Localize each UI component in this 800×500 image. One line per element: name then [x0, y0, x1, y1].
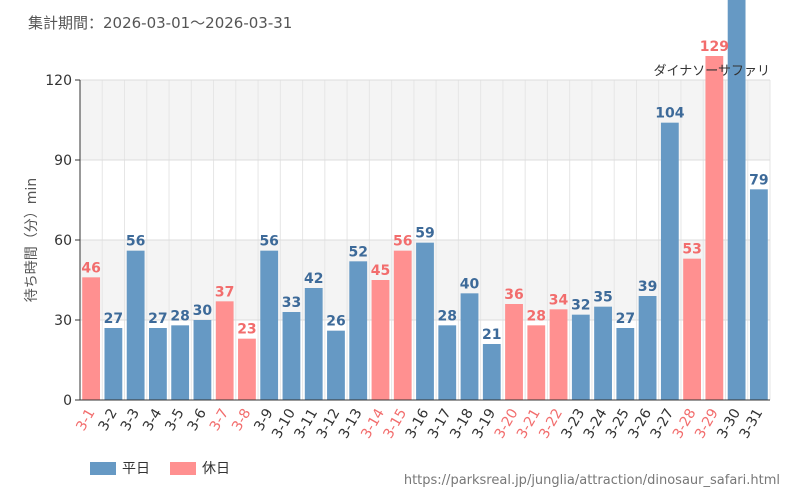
x-tick-label-3-7: 3-7: [207, 406, 232, 434]
y-tick-label-60: 60: [54, 233, 72, 249]
bar-3-1: [82, 277, 101, 400]
bars: [82, 0, 768, 401]
legend-swatch-weekday: [90, 461, 116, 475]
x-tick-label-3-5: 3-5: [162, 406, 187, 434]
y-tick-label-90: 90: [54, 153, 72, 169]
bar-3-19: [482, 344, 501, 400]
bar-label-3-29: 129: [700, 39, 729, 55]
period-label: 集計期間：2026-03-01〜2026-03-31: [28, 14, 293, 32]
bar-label-3-5: 28: [170, 308, 189, 324]
x-tick-label-3-2: 3-2: [96, 406, 121, 434]
bar-label-3-28: 53: [682, 242, 701, 258]
bar-3-2: [104, 328, 123, 400]
x-tick-label-3-8: 3-8: [229, 406, 254, 434]
bar-label-3-6: 30: [193, 303, 213, 319]
bar-3-23: [571, 314, 590, 400]
bar-label-3-4: 27: [148, 311, 167, 327]
bar-label-3-21: 28: [527, 308, 546, 324]
bar-label-3-18: 40: [460, 276, 480, 292]
bar-label-3-2: 27: [104, 311, 123, 327]
x-tick-label-3-4: 3-4: [140, 406, 165, 434]
x-tick-labels: 3-13-23-33-43-53-63-73-83-93-103-113-123…: [73, 406, 766, 442]
bar-label-3-23: 32: [571, 298, 590, 314]
bar-3-20: [505, 304, 523, 400]
bar-3-9: [260, 250, 279, 400]
bar-label-3-11: 42: [304, 271, 323, 287]
bar-label-3-10: 33: [282, 295, 301, 311]
bar-label-3-9: 56: [259, 234, 278, 250]
bar-label-3-7: 37: [215, 284, 234, 300]
bar-label-3-31: 79: [749, 172, 768, 188]
band-90: [80, 80, 770, 160]
bar-label-3-27: 104: [655, 106, 684, 122]
y-axis-label: 待ち時間（分）min: [24, 178, 40, 302]
legend-label-holiday: 休日: [202, 461, 230, 477]
x-tick-label-3-31: 3-31: [737, 406, 767, 442]
x-tick-label-3-3: 3-3: [118, 406, 143, 434]
y-tick-label-120: 120: [45, 73, 72, 89]
bar-label-3-13: 52: [348, 244, 367, 260]
axes: [75, 79, 770, 401]
bar-label-3-24: 35: [593, 290, 612, 306]
x-tick-label-3-6: 3-6: [185, 406, 210, 434]
bar-3-18: [460, 293, 479, 400]
bar-3-26: [638, 296, 657, 400]
y-tick-label-30: 30: [54, 313, 72, 329]
bar-label-3-26: 39: [638, 279, 657, 295]
y-tick-label-0: 0: [63, 393, 72, 409]
bar-label-3-22: 34: [549, 292, 569, 308]
bar-3-10: [282, 312, 301, 400]
bar-3-5: [171, 325, 190, 400]
legend-item-holiday: 休日: [170, 458, 230, 478]
bar-3-11: [304, 288, 323, 400]
y-tick-labels: 0 30 60 90 120: [45, 73, 72, 409]
bar-3-27: [660, 122, 679, 401]
bar-3-6: [193, 320, 212, 400]
bar-3-16: [416, 242, 434, 400]
bar-label-3-19: 21: [482, 327, 501, 343]
bar-3-29: [705, 56, 724, 400]
bar-label-3-17: 28: [438, 308, 457, 324]
bar-3-24: [594, 306, 612, 400]
legend-label-weekday: 平日: [122, 461, 150, 477]
legend: 平日 休日: [90, 458, 230, 478]
bar-3-25: [616, 328, 635, 400]
bar-3-31: [749, 189, 768, 400]
legend-swatch-holiday: [170, 461, 196, 475]
bar-label-3-8: 23: [237, 322, 256, 338]
x-tick-label-3-1: 3-1: [73, 406, 98, 434]
bar-label-3-25: 27: [616, 311, 635, 327]
bar-label-3-20: 36: [504, 287, 523, 303]
bar-3-21: [527, 325, 546, 400]
legend-item-weekday: 平日: [90, 458, 150, 478]
bar-label-3-1: 46: [81, 260, 100, 276]
bar-3-17: [438, 325, 457, 400]
bar-3-13: [349, 261, 368, 400]
bar-3-15: [393, 250, 412, 400]
source-url: https://parksreal.jp/junglia/attraction/…: [403, 473, 780, 488]
bar-3-3: [126, 250, 145, 400]
bar-3-8: [238, 338, 256, 400]
bar-3-22: [549, 309, 568, 400]
bar-3-28: [683, 258, 701, 400]
chart-title: ダイナソーサファリ: [654, 64, 770, 79]
bar-3-4: [149, 328, 167, 400]
bar-3-7: [215, 301, 234, 400]
bar-3-14: [371, 280, 390, 400]
bar-label-3-12: 26: [326, 314, 345, 330]
bar-label-3-14: 45: [371, 263, 390, 279]
bar-label-3-15: 56: [393, 234, 412, 250]
bar-3-30: [727, 0, 746, 400]
bar-3-12: [327, 330, 345, 400]
bar-label-3-3: 56: [126, 234, 145, 250]
bar-label-3-16: 59: [415, 226, 434, 242]
